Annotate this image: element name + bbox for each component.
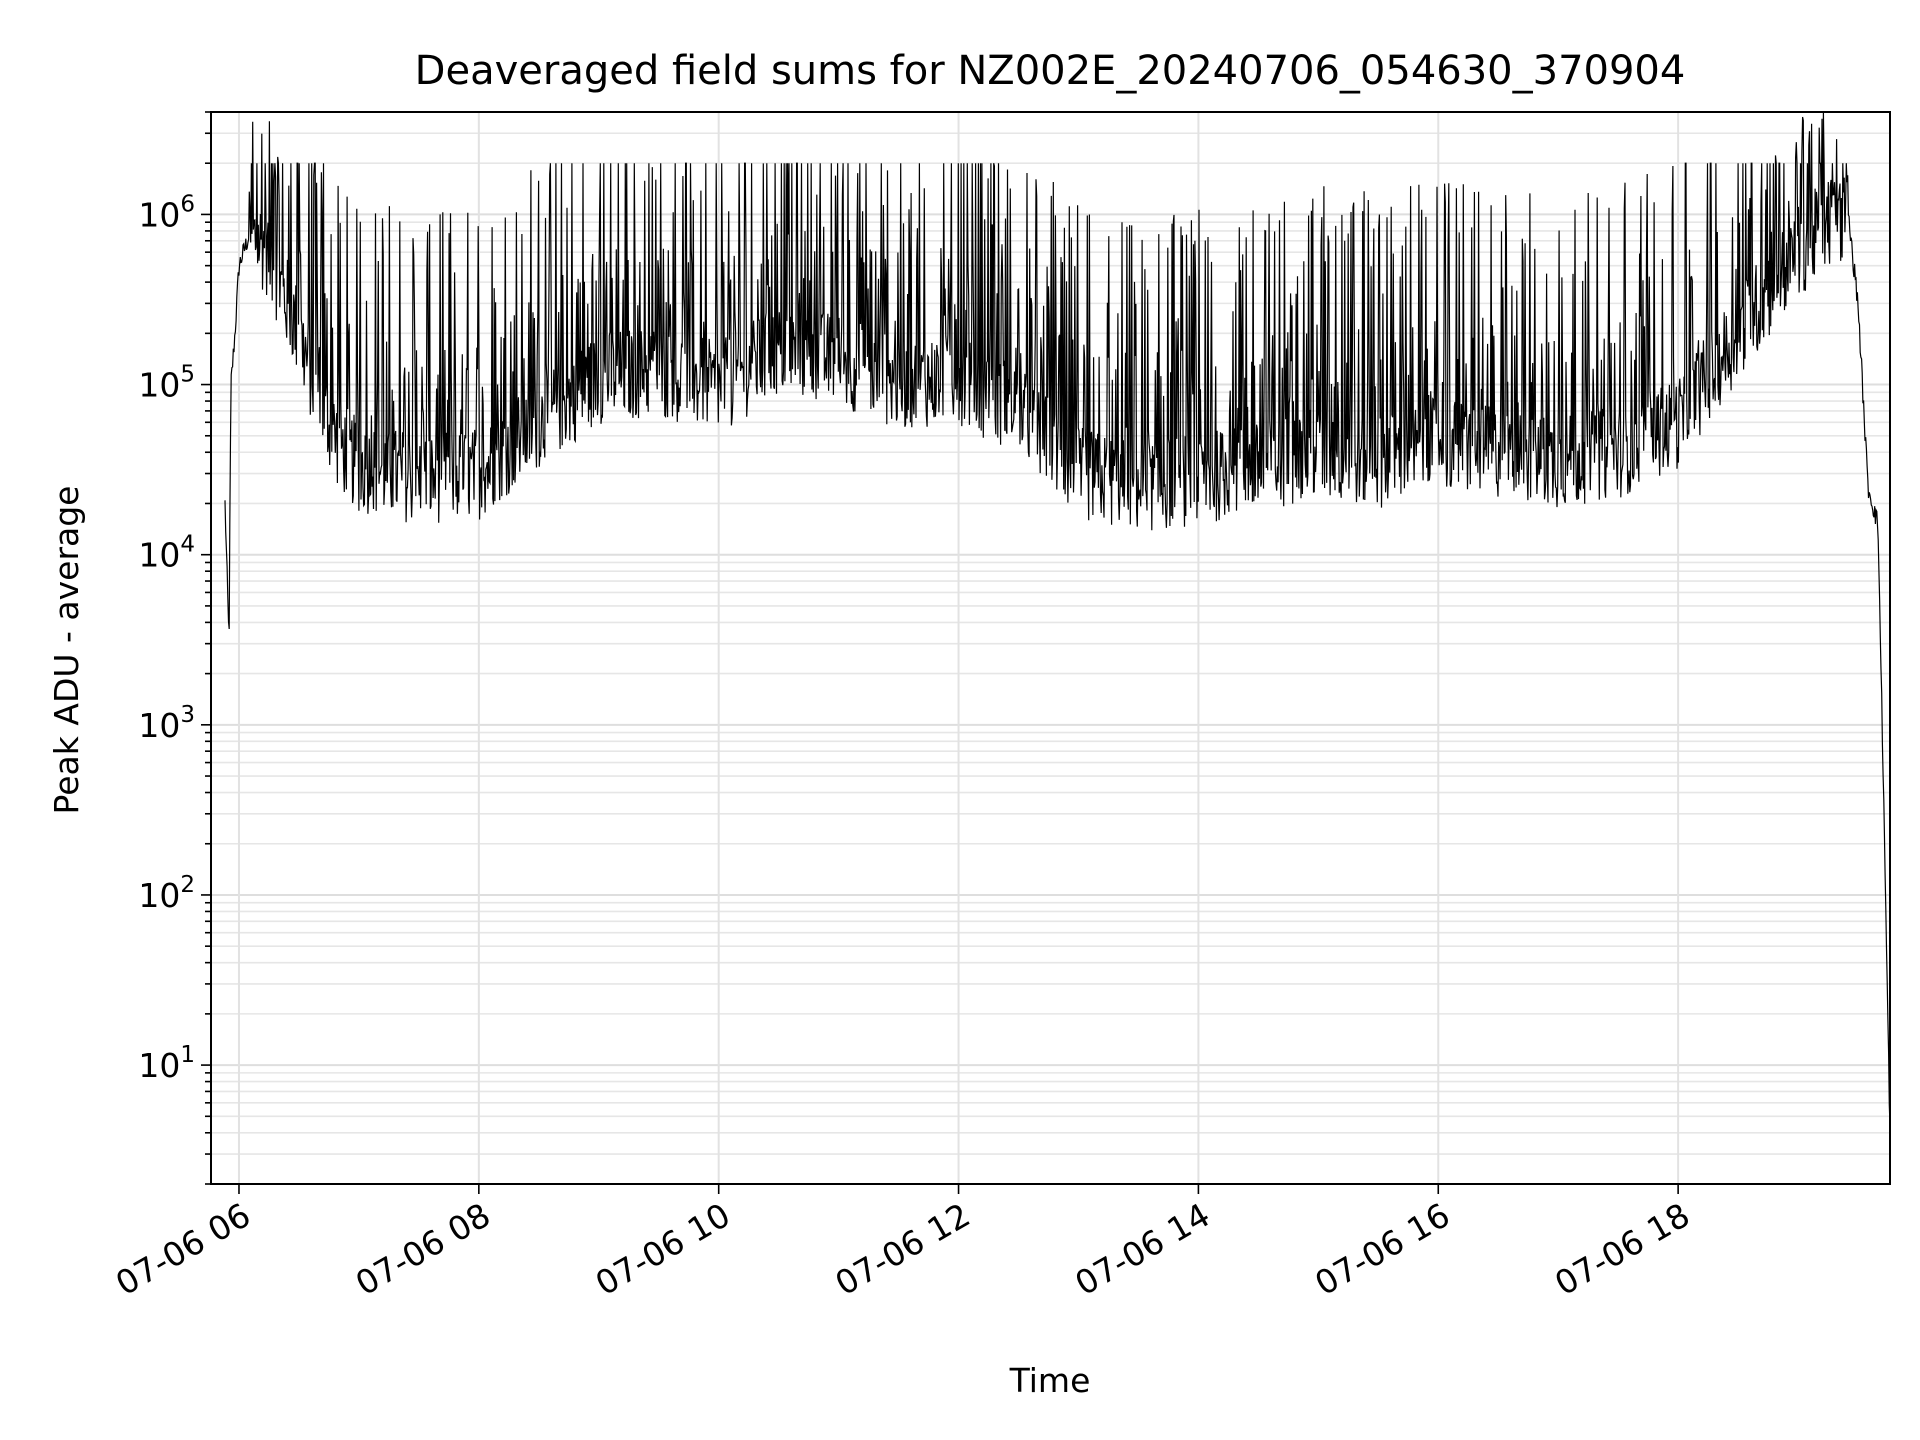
y-tick-label: 103 (138, 702, 195, 745)
data-line (224, 111, 1891, 1127)
y-tick-label: 104 (138, 532, 195, 575)
y-axis-label: Peak ADU - average (47, 486, 86, 815)
x-axis-label: Time (1009, 1361, 1091, 1400)
series (224, 111, 1891, 1127)
y-tick-label: 102 (138, 872, 195, 915)
plot-frame (210, 111, 1891, 1185)
y-tick-label: 106 (138, 191, 195, 234)
chart-title: Deaveraged field sums for NZ002E_2024070… (415, 48, 1686, 94)
y-tick-label: 105 (138, 362, 195, 405)
y-tick-label: 101 (138, 1042, 195, 1085)
